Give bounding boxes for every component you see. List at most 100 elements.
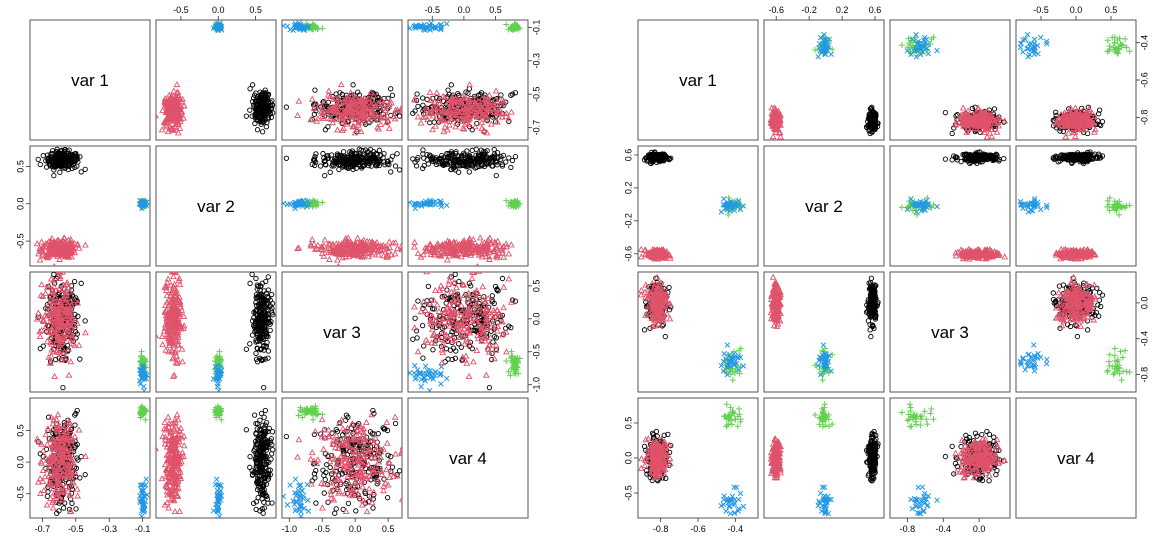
data-point-black: [364, 152, 370, 158]
data-point-red: [455, 246, 463, 253]
data-point-red: [166, 102, 173, 109]
data-point-red: [485, 348, 493, 355]
data-point-red: [358, 119, 366, 126]
data-point-red: [340, 124, 347, 131]
data-point-black: [249, 82, 256, 88]
data-point-red: [426, 299, 434, 306]
data-point-red: [475, 307, 483, 314]
data-point-red: [427, 317, 434, 324]
data-point-red: [505, 250, 513, 257]
data-point-red: [326, 92, 334, 99]
data-point-black: [269, 291, 275, 298]
data-point-red: [64, 253, 72, 260]
data-point-black: [458, 344, 465, 350]
data-point-red: [503, 243, 510, 250]
data-point-red: [486, 341, 493, 348]
data-point-black: [446, 150, 452, 157]
data-point-red: [162, 100, 170, 107]
panel-frame: [281, 271, 403, 393]
data-point-red: [310, 240, 318, 247]
data-point-blue: [437, 198, 443, 205]
data-point-red: [473, 106, 481, 113]
data-point-red: [47, 315, 54, 322]
data-point-red: [421, 306, 429, 313]
data-point-black: [443, 101, 449, 107]
data-point-black: [262, 91, 268, 98]
data-point-red: [448, 334, 455, 341]
data-point-black: [72, 422, 78, 428]
data-point-red: [423, 106, 431, 113]
data-point-red: [478, 119, 486, 126]
data-point-red: [65, 283, 73, 290]
panel-frame: [407, 271, 529, 393]
data-point-red: [33, 315, 41, 322]
data-point-blue: [214, 23, 221, 30]
data-point-red: [464, 246, 472, 253]
data-point-red: [450, 91, 458, 98]
data-point-red: [380, 104, 387, 111]
panel-3-3: var 3: [281, 271, 403, 393]
data-point-red: [429, 331, 437, 339]
data-point-red: [53, 248, 61, 255]
data-point-blue: [293, 200, 299, 206]
data-point-red: [343, 247, 351, 254]
data-point-red: [474, 335, 482, 342]
data-point-red: [424, 115, 432, 123]
data-point-black: [44, 493, 51, 499]
data-point-red: [67, 235, 75, 243]
data-point-red: [172, 306, 179, 313]
data-point-black: [449, 154, 455, 160]
data-point-black: [420, 355, 426, 361]
data-point-black: [329, 163, 335, 169]
data-point-red: [439, 349, 447, 356]
data-point-green: [215, 358, 222, 365]
data-point-red: [452, 316, 459, 323]
data-point-red: [318, 113, 326, 120]
data-point-red: [459, 103, 467, 111]
data-point-black: [35, 156, 41, 163]
data-point-red: [66, 317, 74, 324]
data-point-black: [506, 118, 512, 125]
data-point-red: [445, 249, 452, 256]
data-point-red: [458, 108, 466, 115]
data-point-red: [466, 102, 474, 109]
data-point-green: [309, 200, 316, 207]
data-point-red: [428, 325, 436, 332]
data-point-red: [173, 116, 181, 123]
data-point-black: [412, 315, 418, 321]
data-point-red: [50, 277, 57, 284]
data-point-red: [459, 315, 467, 322]
data-point-black: [321, 155, 327, 161]
data-point-red: [411, 238, 418, 245]
data-point-red: [492, 346, 500, 353]
data-point-red: [63, 279, 71, 286]
data-point-black: [257, 291, 263, 297]
data-point-red: [61, 292, 69, 299]
data-point-black: [265, 355, 271, 361]
data-point-red: [429, 126, 436, 133]
data-point-green: [503, 357, 510, 364]
data-point-red: [365, 249, 372, 256]
data-point-red: [417, 253, 425, 260]
data-point-red: [478, 240, 486, 247]
data-point-black: [421, 302, 427, 308]
data-point-red: [399, 109, 402, 114]
data-point-black: [261, 288, 267, 294]
data-point-black: [51, 164, 58, 170]
data-point-red: [54, 321, 62, 328]
data-point-red: [485, 253, 493, 260]
data-point-red: [82, 329, 89, 336]
data-point-red: [493, 244, 501, 251]
data-point-red: [498, 318, 506, 325]
data-point-black: [424, 105, 430, 112]
data-point-black: [388, 169, 394, 175]
data-point-black: [65, 159, 71, 165]
data-point-black: [322, 172, 328, 179]
data-point-red: [164, 128, 172, 135]
data-point-red: [445, 312, 453, 319]
data-point-black: [253, 356, 260, 362]
data-point-red: [500, 304, 507, 311]
data-point-red: [447, 109, 455, 116]
data-point-red: [45, 353, 53, 360]
data-point-blue: [139, 363, 146, 369]
